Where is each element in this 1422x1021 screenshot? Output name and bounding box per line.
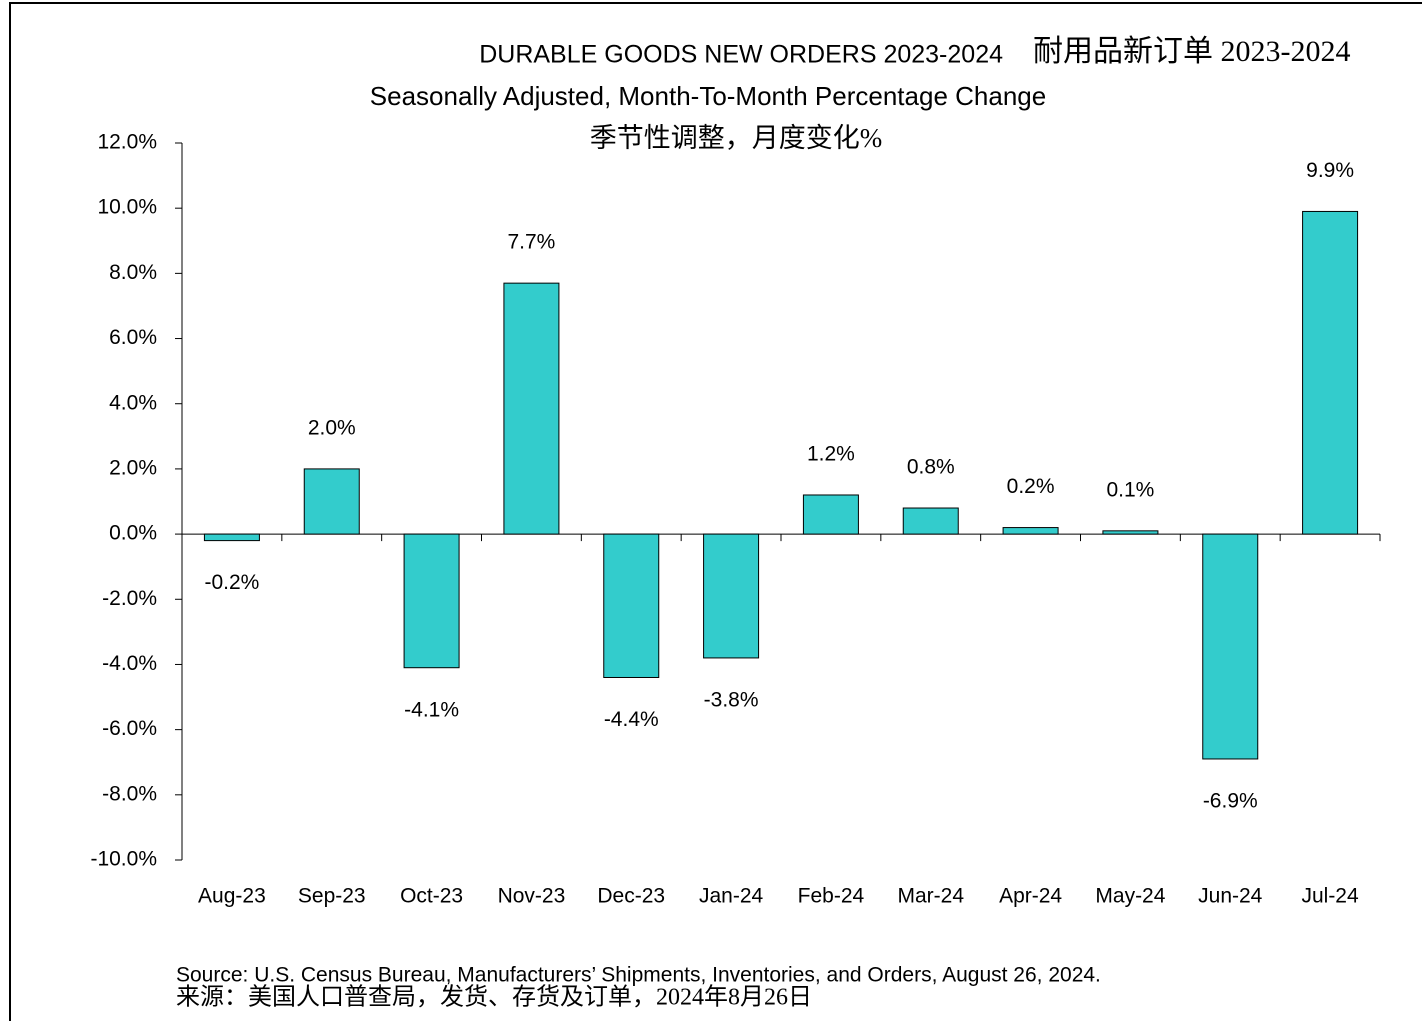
y-tick-label: 8.0%	[109, 261, 157, 284]
bar	[303, 468, 360, 535]
data-label: 0.8%	[907, 456, 955, 479]
x-tick-label: Jun-24	[1198, 885, 1263, 908]
y-tick-label: -6.0%	[102, 717, 157, 740]
bar	[1002, 527, 1059, 535]
data-label: 9.9%	[1306, 159, 1354, 182]
data-label: 0.2%	[1007, 475, 1055, 498]
data-label: -0.2%	[204, 571, 259, 594]
bar	[403, 533, 460, 669]
x-tick-label: Apr-24	[999, 885, 1062, 908]
y-tick-label: 2.0%	[109, 456, 157, 479]
frame	[9, 2, 1422, 1021]
data-label: -3.8%	[704, 688, 759, 711]
data-label: -4.4%	[604, 708, 659, 731]
chart-title: DURABLE GOODS NEW ORDERS 2023-2024	[479, 41, 1003, 69]
x-tick-label: Mar-24	[897, 885, 964, 908]
x-tick-label: Feb-24	[798, 885, 865, 908]
y-tick-label: 0.0%	[109, 522, 157, 545]
x-tick-label: Nov-23	[498, 885, 566, 908]
x-tick-label: Jul-24	[1301, 885, 1359, 908]
subtitle: Seasonally Adjusted, Month-To-Month Perc…	[370, 81, 1046, 111]
data-label: 0.1%	[1106, 478, 1154, 501]
source-cn: 来源：美国人口普查局，发货、存货及订单，2024年8月26日	[176, 984, 812, 1011]
bar	[1302, 210, 1359, 535]
y-tick-label: 10.0%	[97, 196, 157, 219]
subtitle-cn: 季节性调整，月度变化%	[590, 123, 883, 153]
y-tick-label: 4.0%	[109, 391, 157, 414]
bar	[703, 533, 760, 659]
data-label: 1.2%	[807, 443, 855, 466]
bar	[902, 507, 959, 535]
chart-title-cn: 耐用品新订单 2023-2024	[1033, 35, 1351, 68]
bar	[203, 533, 260, 542]
bar	[1202, 533, 1259, 760]
y-tick-label: -8.0%	[102, 782, 157, 805]
bar	[802, 494, 859, 535]
source: Source: U.S. Census Bureau, Manufacturer…	[176, 964, 1101, 987]
y-tick-label: 12.0%	[97, 131, 157, 154]
data-label: -4.1%	[404, 698, 459, 721]
data-label: -6.9%	[1203, 790, 1258, 813]
y-tick-label: -4.0%	[102, 652, 157, 675]
x-tick-label: May-24	[1095, 885, 1165, 908]
data-label: 7.7%	[507, 231, 555, 254]
x-tick-label: Oct-23	[400, 885, 463, 908]
bar	[603, 533, 660, 678]
bar	[1102, 530, 1159, 535]
y-tick-label: 6.0%	[109, 326, 157, 349]
bar	[503, 282, 560, 535]
data-label: 2.0%	[308, 416, 356, 439]
x-tick-label: Dec-23	[597, 885, 665, 908]
x-tick-label: Jan-24	[699, 885, 764, 908]
x-tick-label: Aug-23	[198, 885, 266, 908]
y-tick-label: -10.0%	[90, 848, 157, 871]
x-tick-label: Sep-23	[298, 885, 366, 908]
y-tick-label: -2.0%	[102, 587, 157, 610]
